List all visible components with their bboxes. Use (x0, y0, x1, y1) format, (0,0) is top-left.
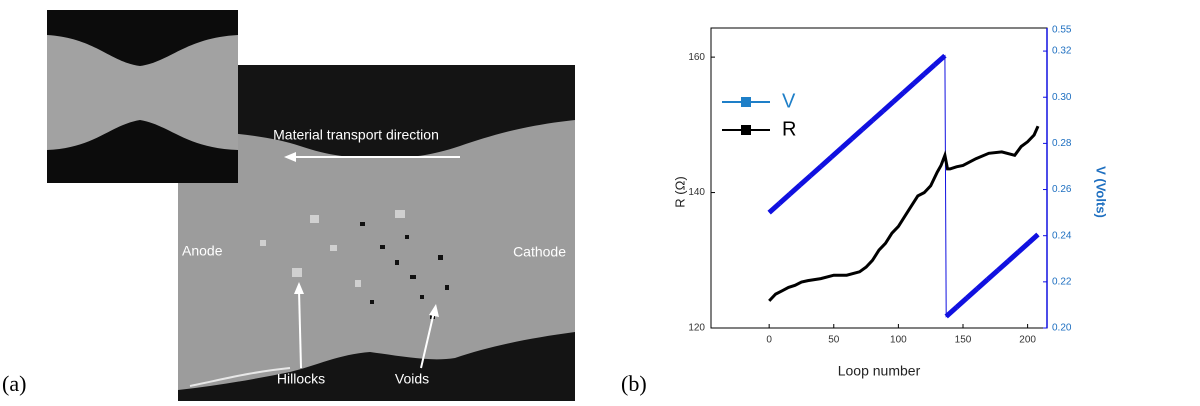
series-segment (811, 166, 821, 175)
series-segment (988, 270, 998, 279)
y2-tick-label: 0.24 (1052, 230, 1072, 241)
y2-tick-label: 0.30 (1052, 92, 1072, 103)
y-tick-label: 160 (688, 52, 705, 63)
series-segment (862, 120, 872, 129)
series-segment (924, 65, 934, 74)
series-segment (1029, 235, 1038, 243)
figure-svg: Material transport direction Anode Catho… (0, 0, 1200, 401)
hillocks-label: Hillocks (277, 371, 325, 387)
x-tick-label: 50 (828, 335, 840, 346)
x-tick-label: 0 (766, 335, 772, 346)
y2-top-label: 0.55 (1052, 25, 1072, 36)
legend-label: R (782, 118, 796, 140)
x-tick-label: 150 (955, 335, 972, 346)
series-segment (779, 194, 789, 203)
y2-tick-label: 0.28 (1052, 138, 1072, 149)
y-tick-label: 120 (688, 323, 705, 334)
anode-label: Anode (182, 243, 223, 259)
legend-label: V (782, 90, 796, 112)
series-segment (935, 56, 945, 65)
panel-label: (b) (621, 371, 647, 396)
y2-axis-title: V (Volts) (1094, 166, 1109, 218)
series-segment (1019, 243, 1029, 252)
series-segment (957, 298, 967, 307)
y2-tick-label: 0.22 (1052, 276, 1072, 287)
transport-label: Material transport direction (273, 127, 439, 143)
series-segment (821, 157, 831, 166)
legend-marker (741, 125, 751, 135)
y2-tick-label: 0.20 (1052, 323, 1072, 334)
plot-frame (711, 28, 1047, 328)
cathode-label: Cathode (513, 244, 566, 260)
series-segment (852, 130, 862, 139)
y2-tick-label: 0.26 (1052, 184, 1072, 195)
series-segment (873, 111, 883, 120)
series-segment (998, 261, 1008, 270)
series-segment (831, 148, 841, 157)
series-segment (769, 203, 779, 212)
series-segment (977, 280, 987, 289)
series-segment (967, 289, 977, 298)
sem-inset (47, 10, 238, 183)
y2-tick-label: 0.32 (1052, 46, 1072, 57)
series-segment (946, 307, 956, 316)
figure: Material transport direction Anode Catho… (0, 0, 1200, 401)
series-segment (800, 176, 810, 185)
series-segment (790, 185, 800, 194)
series-segment (904, 83, 914, 92)
series-segment (883, 102, 893, 111)
series-segment (1008, 252, 1018, 261)
voids-label: Voids (395, 371, 429, 387)
panel-label: (a) (2, 371, 26, 396)
series-segment (893, 93, 903, 102)
series-line (769, 126, 1038, 301)
x-tick-label: 200 (1019, 335, 1036, 346)
series-segment (842, 139, 852, 148)
x-tick-label: 100 (890, 335, 907, 346)
y-tick-label: 140 (688, 187, 705, 198)
y-axis-title: R (Ω) (672, 176, 687, 207)
x-axis-title: Loop number (838, 363, 921, 379)
legend-marker (741, 97, 751, 107)
series-segment (914, 74, 924, 83)
